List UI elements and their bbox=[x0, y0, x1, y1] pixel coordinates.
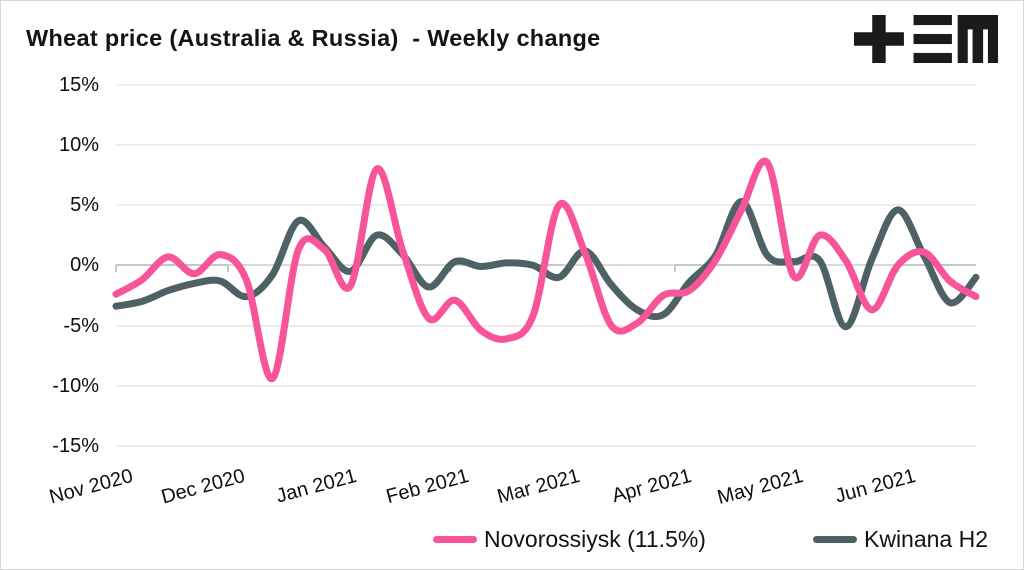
legend-label: Novorossiysk (11.5%) bbox=[484, 526, 706, 552]
y-axis-tick-label: -10% bbox=[52, 374, 99, 397]
y-axis-tick-label: -15% bbox=[52, 434, 99, 457]
logo-plus-icon bbox=[854, 15, 904, 63]
legend-item-novorossiysk: Novorossiysk (11.5%) bbox=[433, 525, 706, 553]
logo-bars-icon bbox=[913, 15, 952, 63]
x-axis-tick bbox=[226, 265, 229, 273]
y-axis-tick-label: 5% bbox=[70, 194, 99, 217]
x-axis-tick bbox=[673, 265, 676, 273]
gridline bbox=[116, 143, 976, 146]
y-axis-tick-label: 0% bbox=[70, 254, 99, 277]
gridline bbox=[116, 384, 976, 387]
legend-item-kwinana: Kwinana H2 bbox=[813, 525, 988, 553]
x-axis-tick bbox=[115, 265, 117, 273]
gridline bbox=[116, 444, 976, 447]
series-line-novorossiysk bbox=[112, 157, 980, 383]
series-line-kwinana bbox=[112, 198, 980, 331]
zero-axis-segment bbox=[116, 264, 228, 267]
y-axis-tick-label: -5% bbox=[63, 314, 99, 337]
legend-swatch bbox=[813, 535, 857, 543]
chart-title: Wheat price (Australia & Russia) - Weekl… bbox=[26, 25, 601, 51]
zero-axis-segment bbox=[674, 264, 787, 267]
y-axis-tick-label: 10% bbox=[58, 133, 99, 156]
gridline bbox=[116, 324, 976, 327]
gridline bbox=[116, 204, 976, 207]
tem-logo bbox=[854, 15, 998, 63]
y-axis-tick-label: 15% bbox=[58, 73, 99, 96]
legend-label: Kwinana H2 bbox=[864, 526, 989, 552]
gridline bbox=[116, 83, 976, 86]
legend-swatch bbox=[433, 535, 477, 543]
